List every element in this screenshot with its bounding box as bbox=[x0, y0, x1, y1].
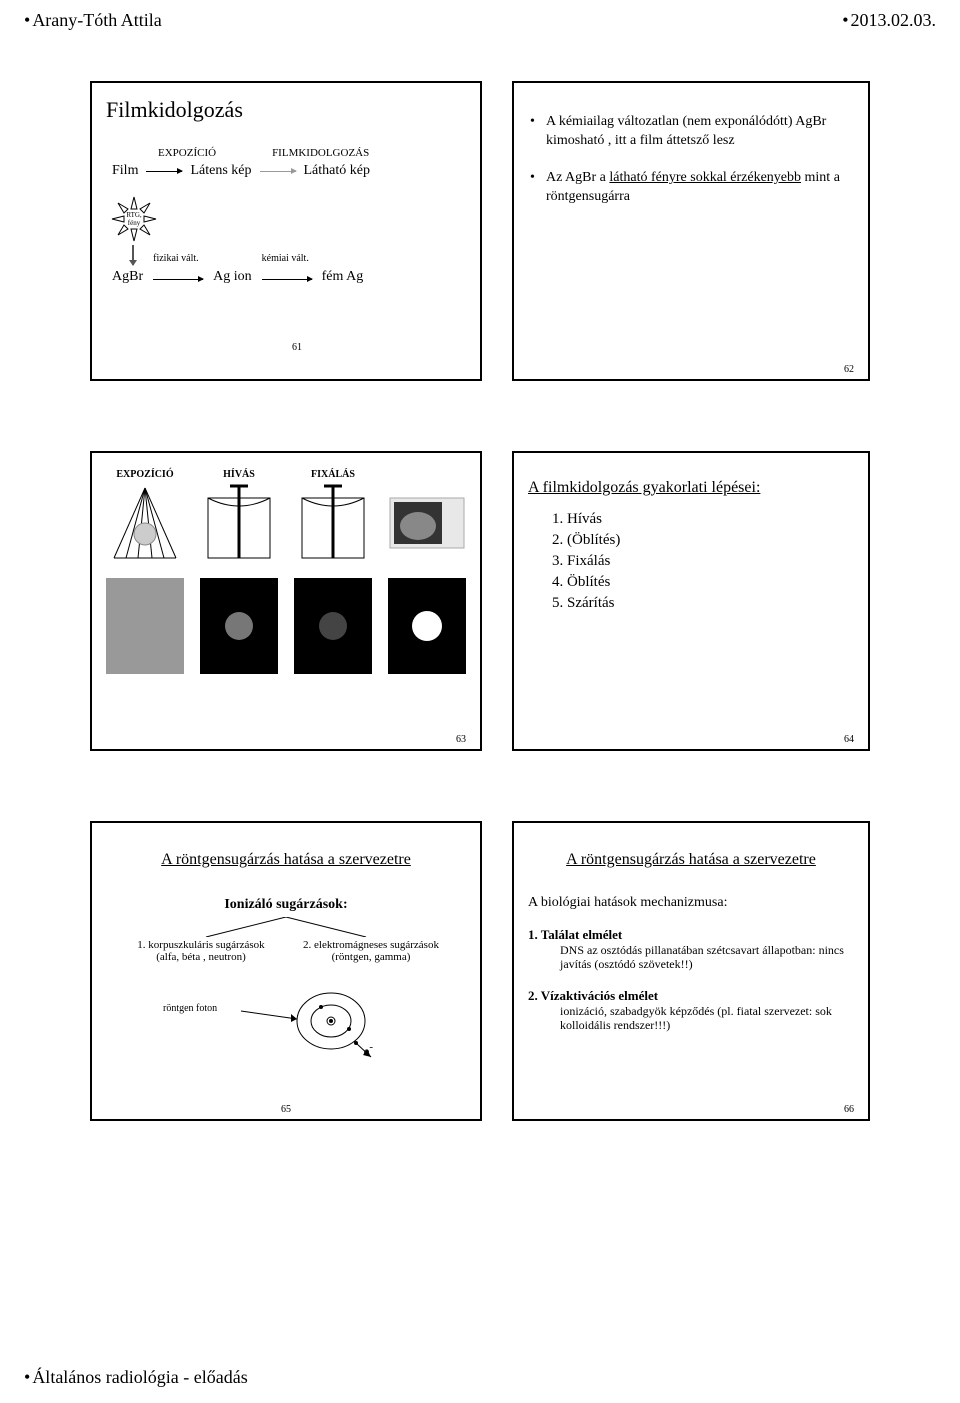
process-col-xray bbox=[388, 469, 466, 562]
down-arrow-icon bbox=[132, 245, 134, 265]
label-latens: Látens kép bbox=[190, 163, 251, 179]
theory-body: ionizáció, szabadgyök képződés (pl. fiat… bbox=[528, 1004, 854, 1033]
author: Arany-Tóth Attila bbox=[24, 10, 162, 31]
branch-text: 2. elektromágneses sugárzások bbox=[296, 939, 446, 951]
electron-label: e- bbox=[364, 1041, 373, 1059]
step-item: 4. Öblítés bbox=[552, 574, 854, 591]
process-col-hivas: HÍVÁS bbox=[200, 469, 278, 562]
branch-right: 2. elektromágneses sugárzások (röntgen, … bbox=[296, 939, 446, 963]
slide-65: A röntgensugárzás hatása a szervezetre I… bbox=[90, 821, 482, 1121]
label-agion: Ag ion bbox=[213, 269, 252, 285]
bottom-flow: AgBr fizikai vált. Ag ion kémiai vált. f… bbox=[106, 269, 466, 285]
slide-number: 64 bbox=[844, 734, 854, 745]
film-black-gray-dot-icon bbox=[200, 578, 278, 674]
label-expo: EXPOZÍCIÓ bbox=[158, 147, 216, 159]
foton-label: röntgen foton bbox=[163, 1003, 217, 1014]
step-item: 5. Szárítás bbox=[552, 595, 854, 612]
label-film: Film bbox=[112, 163, 138, 179]
process-col-expo: EXPOZÍCIÓ bbox=[106, 469, 184, 562]
subtitle: A biológiai hatások mechanizmusa: bbox=[528, 895, 854, 911]
process-col-fixalas: FIXÁLÁS bbox=[294, 469, 372, 562]
slide-61: Filmkidolgozás EXPOZÍCIÓ FILMKIDOLGOZÁS … bbox=[90, 81, 482, 381]
slide-62: A kémiailag változatlan (nem exponálódót… bbox=[512, 81, 870, 381]
branch-text: (röntgen, gamma) bbox=[296, 951, 446, 963]
label-femag: fém Ag bbox=[322, 269, 364, 285]
svg-text:fény: fény bbox=[128, 219, 141, 227]
arrow-icon bbox=[146, 171, 182, 172]
slide-64: A filmkidolgozás gyakorlati lépései: 1. … bbox=[512, 451, 870, 751]
fix-icon bbox=[294, 484, 372, 562]
slide-title: Filmkidolgozás bbox=[106, 93, 466, 123]
process-row: EXPOZÍCIÓ bbox=[106, 463, 466, 562]
subtitle: Ionizáló sugárzások: bbox=[224, 897, 347, 913]
bullet-list: A kémiailag változatlan (nem exponálódót… bbox=[528, 93, 854, 207]
arrow-icon bbox=[153, 279, 203, 280]
film-black-white-dot-icon bbox=[388, 578, 466, 674]
bullet-item: Az AgBr a látható fényre sokkal érzékeny… bbox=[528, 169, 854, 207]
step-item: 1. Hívás bbox=[552, 511, 854, 528]
slide-number: 63 bbox=[456, 734, 466, 745]
process-label: EXPOZÍCIÓ bbox=[116, 469, 173, 480]
slide-number: 62 bbox=[844, 364, 854, 375]
exposure-icon bbox=[106, 484, 184, 562]
sun-icon: RTG, fény bbox=[110, 195, 158, 243]
theory-body: DNS az osztódás pillanatában szétcsavart… bbox=[528, 943, 854, 972]
slide-title: A röntgensugárzás hatása a szervezetre bbox=[528, 833, 854, 869]
theory-head: 1. Találat elmélet bbox=[528, 927, 854, 943]
arrow-icon bbox=[260, 171, 296, 172]
develop-icon bbox=[200, 484, 278, 562]
label-agbr: AgBr bbox=[112, 269, 143, 285]
slide-number: 61 bbox=[292, 342, 302, 353]
film-black-darkgray-dot-icon bbox=[294, 578, 372, 674]
branch-left: 1. korpuszkuláris sugárzások (alfa, béta… bbox=[126, 939, 276, 963]
bullet-item: A kémiailag változatlan (nem exponálódót… bbox=[528, 113, 854, 151]
theory-1: 1. Találat elmélet DNS az osztódás pilla… bbox=[528, 927, 854, 972]
steps-list: 1. Hívás 2. (Öblítés) 3. Fixálás 4. Öblí… bbox=[528, 497, 854, 612]
svg-text:RTG,: RTG, bbox=[126, 211, 142, 219]
process-label: FIXÁLÁS bbox=[311, 469, 355, 480]
branch-cols: 1. korpuszkuláris sugárzások (alfa, béta… bbox=[106, 939, 466, 963]
bullet-text-underline: látható fényre sokkal érzékenyebb bbox=[609, 170, 801, 185]
branch-text: 1. korpuszkuláris sugárzások bbox=[126, 939, 276, 951]
atom-icon: röntgen foton e- bbox=[241, 981, 331, 1051]
arrow-icon bbox=[262, 279, 312, 280]
label-filmdev: FILMKIDOLGOZÁS bbox=[272, 147, 369, 159]
slide-title: A filmkidolgozás gyakorlati lépései: bbox=[528, 463, 854, 497]
result-row bbox=[106, 578, 466, 674]
slide-number: 66 bbox=[844, 1104, 854, 1115]
slide-66: A röntgensugárzás hatása a szervezetre A… bbox=[512, 821, 870, 1121]
page-header: Arany-Tóth Attila 2013.02.03. bbox=[20, 10, 940, 31]
page-footer: Általános radiológia - előadás bbox=[24, 1367, 248, 1388]
slides-grid: Filmkidolgozás EXPOZÍCIÓ FILMKIDOLGOZÁS … bbox=[20, 81, 940, 1121]
label-lathato: Látható kép bbox=[304, 163, 370, 179]
step-item: 3. Fixálás bbox=[552, 553, 854, 570]
e-sup: - bbox=[369, 1041, 373, 1053]
xray-icon bbox=[388, 484, 466, 562]
slide-number: 65 bbox=[281, 1104, 291, 1115]
process-label: HÍVÁS bbox=[223, 469, 255, 480]
label-kemiai: kémiai vált. bbox=[262, 253, 309, 264]
flow-labels: EXPOZÍCIÓ FILMKIDOLGOZÁS bbox=[106, 147, 466, 159]
theory-head: 2. Vízaktivációs elmélet bbox=[528, 988, 854, 1004]
branch-text: (alfa, béta , neutron) bbox=[126, 951, 276, 963]
date: 2013.02.03. bbox=[842, 10, 936, 31]
bullet-text: A kémiailag változatlan (nem exponálódót… bbox=[546, 114, 826, 148]
slide-title: A röntgensugárzás hatása a szervezetre bbox=[106, 833, 466, 869]
theory-2: 2. Vízaktivációs elmélet ionizáció, szab… bbox=[528, 988, 854, 1033]
film-gray-icon bbox=[106, 578, 184, 674]
step-item: 2. (Öblítés) bbox=[552, 532, 854, 549]
flow-row: Film Látens kép Látható kép bbox=[106, 163, 466, 179]
branch-lines-icon bbox=[156, 917, 416, 937]
bullet-text: Az AgBr a bbox=[546, 170, 609, 185]
label-fizikai: fizikai vált. bbox=[153, 253, 199, 264]
slide-63: EXPOZÍCIÓ bbox=[90, 451, 482, 751]
